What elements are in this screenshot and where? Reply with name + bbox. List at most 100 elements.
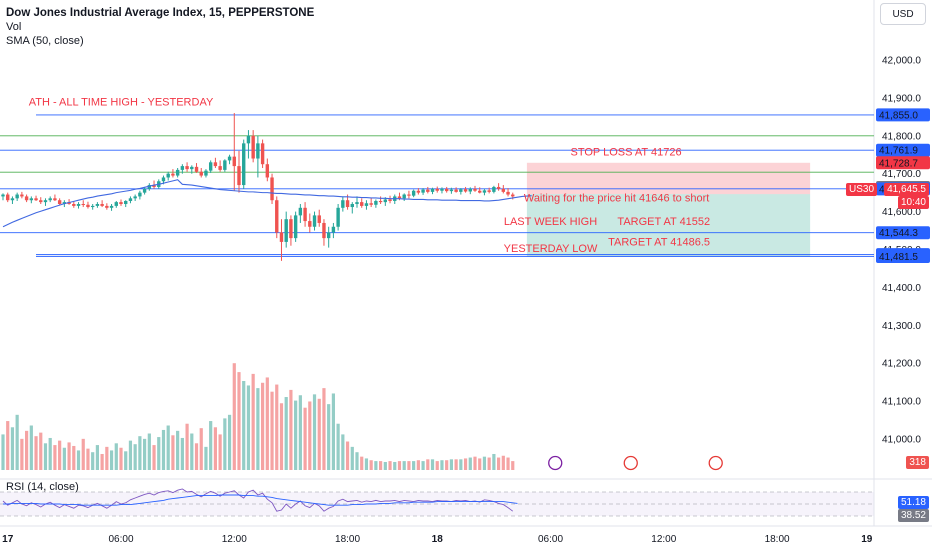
bar-countdown: 10:40 [897, 196, 929, 209]
candle-body [374, 200, 378, 205]
candle-body [29, 198, 34, 201]
candle-body [34, 198, 38, 201]
candle-body [506, 191, 510, 195]
candle-body [76, 204, 81, 206]
y-tick-label: 41,800.0 [882, 131, 921, 142]
volume-bar [506, 457, 510, 470]
volume-bar [157, 437, 161, 470]
candle-body [43, 200, 48, 203]
candle-body [411, 190, 416, 196]
candle-body [190, 166, 194, 170]
volume-bar [261, 382, 265, 470]
volume-bar [312, 394, 317, 470]
candle-body [378, 200, 383, 203]
x-tick-label: 17 [2, 534, 14, 545]
candle-body [496, 186, 501, 189]
price-level-tag [876, 143, 930, 157]
currency-button[interactable]: USD [880, 3, 926, 25]
x-tick-label: 18 [432, 534, 444, 545]
candle-body [232, 156, 236, 167]
y-tick-label: 41,600.0 [882, 207, 921, 218]
x-tick-label: 12:00 [222, 534, 247, 545]
candle-body [511, 194, 515, 197]
candle-body [265, 164, 270, 178]
volume-bar [463, 458, 468, 470]
candle-body [62, 202, 67, 205]
candle-body [185, 166, 189, 170]
price-level-tag-label: 41,728.7 [879, 158, 918, 169]
candle-body [468, 188, 472, 192]
candle-body [166, 173, 170, 178]
volume-bar [336, 423, 340, 470]
volume-bar [473, 456, 477, 470]
volume-bar [265, 377, 269, 470]
candle-body [341, 200, 345, 208]
candle-body [397, 196, 402, 199]
candle-body [90, 205, 95, 208]
x-tick-label: 12:00 [651, 534, 676, 545]
volume-bar [62, 447, 66, 470]
x-tick-label: 19 [861, 534, 873, 545]
candle-body [10, 198, 15, 201]
candle-body [407, 194, 411, 196]
candle-body [303, 207, 307, 222]
volume-bar [430, 459, 435, 470]
candle-body [72, 204, 76, 206]
volume-bar [237, 372, 241, 470]
candle-body [194, 166, 199, 172]
volume-bar [454, 459, 458, 470]
volume-value-tag: 318 [906, 456, 929, 469]
sma-legend[interactable]: SMA (50, close) [6, 35, 84, 47]
candle-body [501, 188, 506, 192]
volume-bar [445, 460, 449, 470]
volume-bar [407, 461, 411, 470]
volume-bar [393, 461, 397, 470]
volume-bar [114, 443, 118, 470]
candle-body [81, 204, 85, 206]
price-level-tag [876, 156, 930, 170]
candle-body [293, 215, 298, 239]
volume-bar [379, 461, 383, 470]
candle-body [138, 192, 142, 197]
rsi-ma-value-tag: 38.52 [897, 509, 929, 522]
volume-bar [331, 393, 335, 470]
volume-bar [20, 438, 24, 470]
volume-bar [478, 458, 482, 470]
volume-bar [298, 395, 302, 470]
volume-legend[interactable]: Vol [6, 21, 22, 33]
volume-bar [341, 434, 345, 470]
volume-bar [374, 461, 378, 470]
volume-bar [53, 445, 57, 470]
candle-body [152, 185, 156, 187]
volume-bar [322, 388, 326, 470]
candle-body [175, 169, 180, 176]
volume-bar [449, 459, 453, 470]
candle-body [279, 232, 284, 242]
candle-body [364, 203, 369, 206]
y-tick-label: 41,700.0 [882, 169, 921, 180]
candle-body [345, 200, 350, 208]
volume-bar [180, 437, 184, 470]
chart-annotation: Waiting for the price hit 41646 to short [524, 192, 709, 204]
price-level-tag-label: 41,481.5 [879, 252, 918, 263]
volume-bar [227, 414, 232, 470]
volume-bar [246, 385, 251, 470]
volume-bar [138, 436, 142, 470]
candle-body [275, 200, 279, 233]
volume-bar [501, 455, 505, 470]
candle-body [289, 219, 293, 239]
volume-bar [43, 443, 48, 470]
candle-body [444, 188, 449, 192]
volume-bar [95, 445, 99, 470]
rsi-legend[interactable]: RSI (14, close) [6, 481, 79, 493]
candle-body [171, 173, 175, 176]
candle-body [440, 188, 444, 191]
volume-bar [412, 461, 416, 470]
volume-bar [251, 373, 255, 470]
candle-body [284, 219, 288, 242]
volume-bar [232, 363, 236, 470]
candle-body [180, 166, 185, 170]
volume-bar [29, 425, 33, 470]
volume-bar [176, 430, 180, 470]
